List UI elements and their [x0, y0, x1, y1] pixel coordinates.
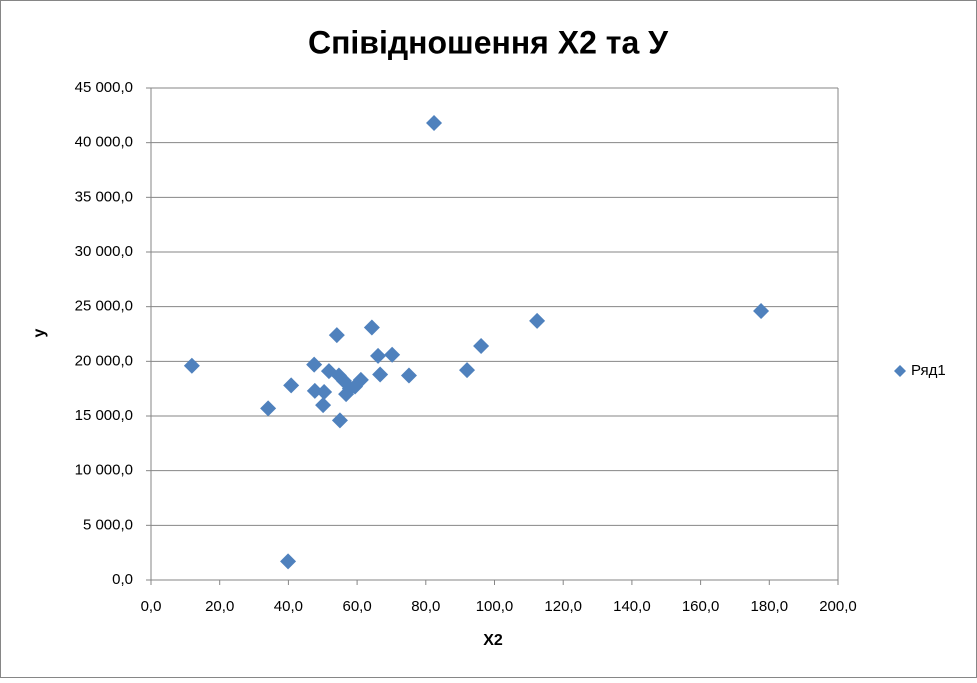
point: [363, 319, 380, 336]
legend-marker: [894, 365, 906, 377]
point: [280, 553, 297, 570]
x-tick-label: 60,0: [342, 598, 371, 615]
y-tick-label: 10 000,0: [75, 462, 133, 479]
y-tick-label: 15 000,0: [75, 407, 133, 424]
point: [529, 312, 546, 329]
point: [306, 382, 323, 399]
x-tick-label: 40,0: [274, 598, 303, 615]
y-tick-label: 20 000,0: [75, 352, 133, 369]
point: [352, 371, 369, 388]
x-tick-label: 100,0: [476, 598, 514, 615]
x-tick-label: 140,0: [613, 598, 651, 615]
point: [459, 362, 476, 379]
point: [283, 377, 300, 394]
y-tick-label: 0,0: [112, 571, 133, 588]
y-tick-label: 30 000,0: [75, 243, 133, 260]
x-tick-label: 0,0: [141, 598, 162, 615]
y-tick-label: 35 000,0: [75, 188, 133, 205]
y-tick-label: 25 000,0: [75, 298, 133, 315]
y-tick-label: 45 000,0: [75, 79, 133, 96]
point: [372, 366, 389, 383]
point: [315, 397, 332, 414]
point: [753, 303, 770, 320]
x-tick-label: 80,0: [411, 598, 440, 615]
point: [473, 338, 490, 355]
point: [426, 114, 443, 131]
point: [260, 400, 277, 417]
point: [306, 356, 323, 373]
point: [384, 346, 401, 363]
y-tick-label: 5 000,0: [83, 516, 133, 533]
point: [328, 327, 345, 344]
point: [331, 412, 348, 429]
x-axis-label: Х2: [483, 632, 503, 649]
x-tick-label: 200,0: [819, 598, 857, 615]
x-tick-label: 180,0: [751, 598, 789, 615]
x-tick-label: 20,0: [205, 598, 234, 615]
point: [316, 383, 333, 400]
point: [183, 357, 200, 374]
x-tick-label: 160,0: [682, 598, 720, 615]
point: [370, 347, 387, 364]
x-tick-label: 120,0: [544, 598, 582, 615]
y-axis-label: у: [31, 328, 48, 337]
point: [400, 367, 417, 384]
y-tick-label: 40 000,0: [75, 134, 133, 151]
chart-title: Співідношення Х2 та У: [308, 24, 669, 60]
legend-label: Ряд1: [911, 362, 946, 379]
